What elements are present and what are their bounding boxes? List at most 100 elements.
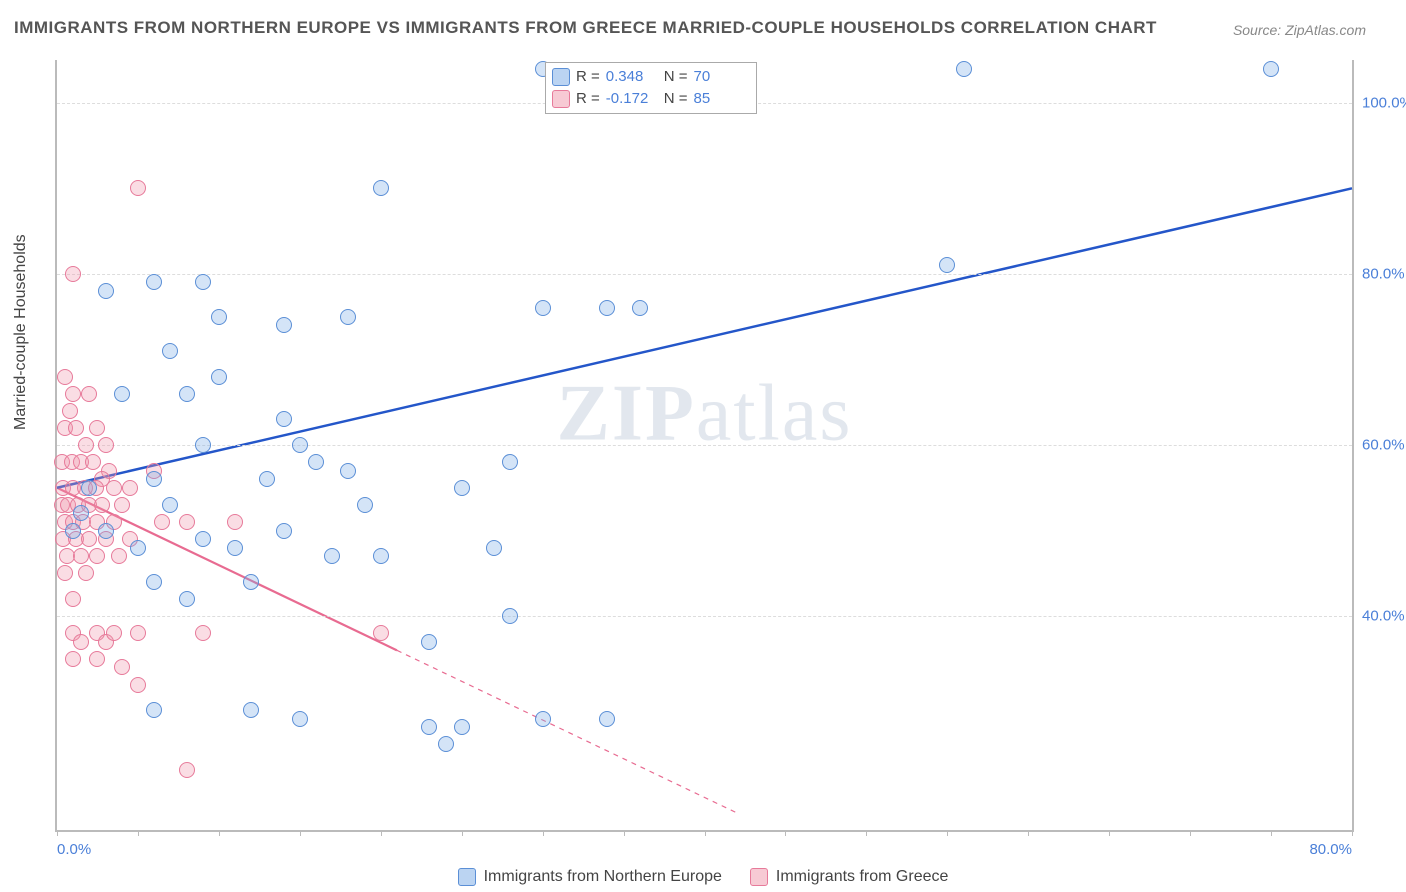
x-tick-mark	[219, 830, 220, 836]
scatter-point-pink	[195, 625, 211, 641]
source-label: Source: ZipAtlas.com	[1233, 22, 1366, 38]
scatter-point-pink	[179, 514, 195, 530]
scatter-point-blue	[599, 300, 615, 316]
x-tick-mark	[947, 830, 948, 836]
y-tick-label: 60.0%	[1362, 437, 1406, 454]
scatter-point-blue	[195, 274, 211, 290]
x-tick-label: 0.0%	[57, 841, 91, 858]
scatter-point-blue	[146, 702, 162, 718]
bottom-legend-blue-label: Immigrants from Northern Europe	[484, 868, 722, 886]
scatter-point-blue	[357, 497, 373, 513]
x-tick-mark	[1190, 830, 1191, 836]
scatter-point-blue	[535, 300, 551, 316]
n-label: N =	[664, 66, 688, 88]
x-tick-mark	[624, 830, 625, 836]
scatter-point-pink	[81, 386, 97, 402]
scatter-point-blue	[146, 574, 162, 590]
scatter-point-blue	[421, 719, 437, 735]
scatter-point-blue	[340, 309, 356, 325]
stats-legend-row-pink: R = -0.172 N = 85	[552, 88, 746, 110]
scatter-point-blue	[81, 480, 97, 496]
x-tick-mark	[785, 830, 786, 836]
scatter-point-blue	[227, 540, 243, 556]
square-icon	[750, 868, 768, 886]
scatter-point-blue	[259, 471, 275, 487]
x-tick-mark	[1271, 830, 1272, 836]
scatter-point-blue	[956, 61, 972, 77]
bottom-legend-pink-label: Immigrants from Greece	[776, 868, 948, 886]
scatter-point-blue	[73, 505, 89, 521]
x-tick-mark	[1352, 830, 1353, 836]
scatter-point-blue	[632, 300, 648, 316]
x-tick-mark	[462, 830, 463, 836]
x-tick-mark	[1028, 830, 1029, 836]
scatter-point-blue	[65, 523, 81, 539]
scatter-point-pink	[154, 514, 170, 530]
bottom-legend-pink: Immigrants from Greece	[750, 868, 948, 886]
scatter-point-pink	[73, 548, 89, 564]
square-icon	[458, 868, 476, 886]
scatter-point-blue	[292, 711, 308, 727]
scatter-point-blue	[373, 180, 389, 196]
bottom-legend-blue: Immigrants from Northern Europe	[458, 868, 722, 886]
chart-plot-area: ZIPatlas 40.0%60.0%80.0%100.0%0.0%80.0%	[55, 60, 1354, 832]
stats-legend-row-blue: R = 0.348 N = 70	[552, 66, 746, 88]
scatter-point-blue	[292, 437, 308, 453]
scatter-point-blue	[162, 497, 178, 513]
scatter-point-pink	[78, 565, 94, 581]
scatter-point-pink	[89, 651, 105, 667]
scatter-point-pink	[114, 497, 130, 513]
scatter-point-blue	[146, 471, 162, 487]
scatter-point-blue	[162, 343, 178, 359]
scatter-point-pink	[130, 625, 146, 641]
scatter-point-pink	[179, 762, 195, 778]
scatter-point-pink	[106, 625, 122, 641]
scatter-point-pink	[65, 651, 81, 667]
scatter-point-pink	[68, 420, 84, 436]
trend-line-solid	[57, 188, 1352, 487]
x-tick-mark	[138, 830, 139, 836]
scatter-point-pink	[114, 659, 130, 675]
scatter-point-blue	[243, 702, 259, 718]
n-value-blue: 70	[694, 66, 746, 88]
scatter-point-blue	[454, 719, 470, 735]
gridline	[57, 445, 1352, 446]
scatter-point-pink	[65, 266, 81, 282]
scatter-point-pink	[130, 180, 146, 196]
scatter-point-pink	[111, 548, 127, 564]
scatter-point-blue	[340, 463, 356, 479]
scatter-point-blue	[195, 437, 211, 453]
scatter-point-pink	[81, 531, 97, 547]
scatter-point-pink	[65, 591, 81, 607]
scatter-point-blue	[98, 523, 114, 539]
scatter-point-blue	[486, 540, 502, 556]
x-tick-mark	[381, 830, 382, 836]
scatter-point-blue	[599, 711, 615, 727]
scatter-point-pink	[85, 454, 101, 470]
scatter-point-blue	[243, 574, 259, 590]
scatter-point-blue	[211, 369, 227, 385]
bottom-legend: Immigrants from Northern Europe Immigran…	[0, 868, 1406, 886]
n-label: N =	[664, 88, 688, 110]
scatter-point-blue	[146, 274, 162, 290]
stats-legend: R = 0.348 N = 70 R = -0.172 N = 85	[545, 62, 757, 114]
x-tick-mark	[543, 830, 544, 836]
scatter-point-blue	[454, 480, 470, 496]
scatter-point-pink	[89, 548, 105, 564]
r-value-pink: -0.172	[606, 88, 658, 110]
gridline	[57, 616, 1352, 617]
x-tick-mark	[57, 830, 58, 836]
x-tick-mark	[1109, 830, 1110, 836]
r-label: R =	[576, 66, 600, 88]
scatter-point-blue	[276, 523, 292, 539]
x-tick-mark	[300, 830, 301, 836]
r-label: R =	[576, 88, 600, 110]
scatter-point-pink	[94, 497, 110, 513]
scatter-point-blue	[502, 608, 518, 624]
scatter-point-pink	[65, 386, 81, 402]
scatter-point-blue	[308, 454, 324, 470]
gridline	[57, 274, 1352, 275]
x-tick-label: 80.0%	[1309, 841, 1352, 858]
trend-line-dashed	[397, 650, 737, 813]
scatter-point-blue	[276, 317, 292, 333]
